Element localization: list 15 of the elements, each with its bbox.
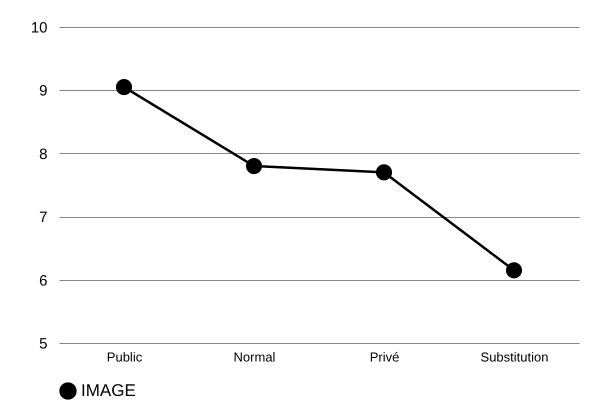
point xyxy=(116,78,132,96)
y-tick-label: 5 xyxy=(39,336,48,352)
point xyxy=(246,158,262,174)
y-tick-label: 6 xyxy=(39,272,48,290)
x-tick-label: Public xyxy=(106,350,143,364)
x-tick-label: Substitution xyxy=(480,350,548,364)
y-tick-label: 8 xyxy=(39,146,48,163)
y-tick-label: 9 xyxy=(39,82,48,100)
legend-label: IMAGE xyxy=(81,381,136,400)
point xyxy=(376,164,392,180)
y-tick-label: 10 xyxy=(30,20,48,36)
x-tick-label: Privé xyxy=(370,350,400,364)
x-tick-label: Normal xyxy=(234,350,276,364)
point xyxy=(506,262,522,278)
y-tick-label: 7 xyxy=(39,209,48,226)
